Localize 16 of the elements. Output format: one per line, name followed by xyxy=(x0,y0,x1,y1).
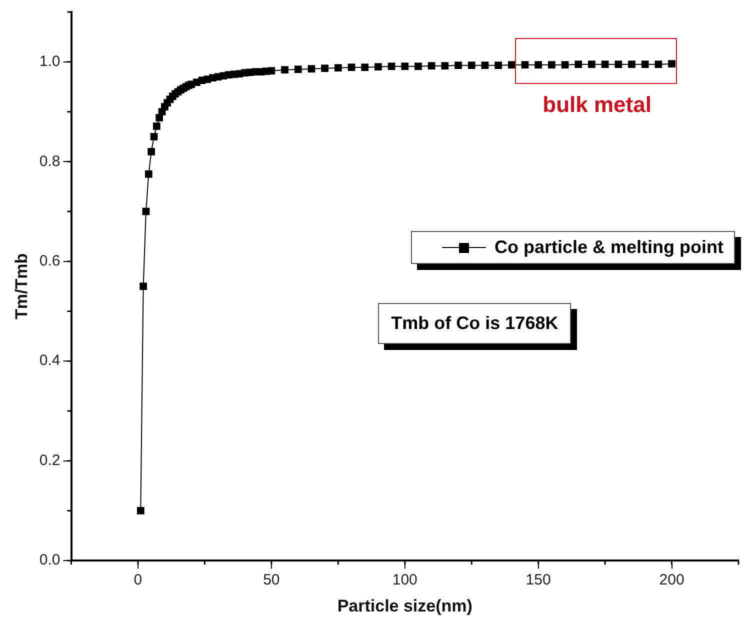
y-tick-label: 0.6 xyxy=(39,252,60,270)
x-tick-label: 50 xyxy=(263,572,280,589)
y-tick-label: 0.0 xyxy=(39,552,60,569)
x-tick-label: 150 xyxy=(526,572,551,589)
y-tick-label: 1.0 xyxy=(39,53,60,70)
y-axis-title: Tm/Tmb xyxy=(12,253,31,320)
y-tick-label: 0.4 xyxy=(39,352,60,370)
x-tick-label: 200 xyxy=(659,572,684,589)
legend-label: Co particle & melting point xyxy=(494,237,724,258)
y-tick-label: 0.8 xyxy=(39,152,60,170)
x-axis-title: Particle size(nm) xyxy=(337,596,472,616)
x-tick-label: 0 xyxy=(134,572,142,589)
x-tick-label: 100 xyxy=(392,572,418,589)
y-tick-label: 0.2 xyxy=(39,452,60,469)
annotation: bulk metal xyxy=(542,92,652,118)
annotation: Tmb of Co is 1768K xyxy=(378,302,572,344)
